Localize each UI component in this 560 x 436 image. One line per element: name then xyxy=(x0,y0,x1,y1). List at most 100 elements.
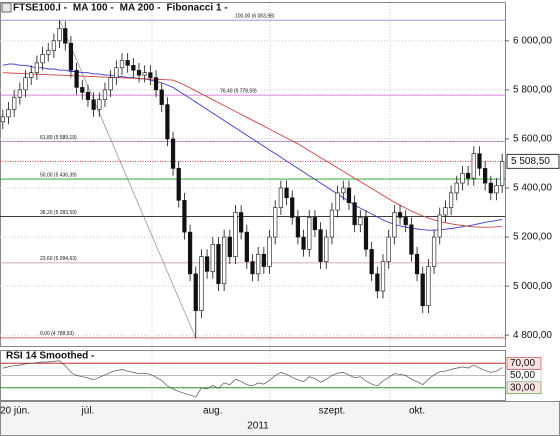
candle-body xyxy=(295,217,301,238)
symbol-icon xyxy=(1,2,12,13)
y-tick-label: 5 400,00 xyxy=(513,183,552,194)
candle-body xyxy=(125,60,130,66)
candle-body xyxy=(57,28,62,42)
legend-entry: MA 200 - xyxy=(120,3,161,14)
candle-body xyxy=(63,28,68,44)
chart-title: FTSE100.I - xyxy=(13,3,67,14)
candle-body xyxy=(466,172,471,179)
candle-body xyxy=(392,212,397,238)
candle-body xyxy=(233,212,238,257)
candle-body xyxy=(244,231,249,262)
y-tick-label: 5 200,00 xyxy=(513,232,552,243)
candle-body xyxy=(199,256,204,311)
moving-average-line xyxy=(2,63,503,231)
rsi-title: RSI 14 Smoothed - xyxy=(6,351,94,362)
candle-body xyxy=(414,253,420,275)
candle-body xyxy=(329,209,335,238)
candle-body xyxy=(341,187,346,194)
candle-body xyxy=(301,236,306,250)
candle-body xyxy=(431,236,437,267)
candle-body xyxy=(227,236,232,257)
y-tick-label: 4 800,00 xyxy=(513,330,552,341)
fibonacci-label: 61,80 (5 589,19) xyxy=(40,135,77,141)
candle-body xyxy=(6,109,11,118)
candle-body xyxy=(182,199,187,233)
x-tick-label: okt. xyxy=(409,406,425,417)
candle-body xyxy=(12,96,17,110)
candle-body xyxy=(324,236,329,262)
fibonacci-label: 76,40 (5 778,59) xyxy=(220,88,257,94)
candle-body xyxy=(307,217,312,250)
candle-body xyxy=(386,236,391,262)
candle-body xyxy=(250,261,255,275)
candle-body xyxy=(159,89,164,105)
candle-body xyxy=(369,249,374,275)
candle-body xyxy=(68,42,74,71)
candle-body xyxy=(278,187,283,208)
y-tick-label: 30,00 xyxy=(510,382,535,393)
y-tick-label: 6 000,00 xyxy=(513,35,552,46)
candle-body xyxy=(114,67,119,78)
candle-body xyxy=(494,185,499,194)
candle-body xyxy=(204,256,210,272)
x-tick-label: 20 jún. xyxy=(0,406,30,417)
candle-body xyxy=(222,236,227,284)
candle-body xyxy=(256,253,261,275)
candle-body xyxy=(0,116,5,123)
y-tick-label: 5 800,00 xyxy=(513,85,552,96)
candle-body xyxy=(318,229,323,262)
candle-body xyxy=(216,244,221,284)
x-axis-band xyxy=(0,401,560,436)
candle-body xyxy=(193,273,198,311)
candle-body xyxy=(136,69,142,76)
y-tick-label: 50,00 xyxy=(510,370,535,381)
candle-body xyxy=(40,53,45,64)
candle-body xyxy=(437,214,442,238)
candle-body xyxy=(363,217,369,250)
y-tick-label: 5 000,00 xyxy=(513,281,552,292)
candle-body xyxy=(273,207,278,238)
candle-body xyxy=(375,273,380,292)
last-price-label: 5 508,50 xyxy=(511,156,550,167)
candle-body xyxy=(176,168,181,201)
candle-body xyxy=(420,273,425,307)
x-tick-label: aug. xyxy=(203,406,222,417)
candle-body xyxy=(477,153,482,169)
candle-body xyxy=(335,192,340,211)
fibonacci-label: 100,00 (6 083,98) xyxy=(235,14,275,20)
candle-body xyxy=(443,207,448,216)
candle-body xyxy=(29,72,34,78)
candle-body xyxy=(454,182,459,194)
candle-body xyxy=(46,50,51,55)
candle-body xyxy=(131,65,136,71)
candle-body xyxy=(80,87,85,93)
candle-body xyxy=(380,261,386,292)
x-tick-label: szept. xyxy=(319,406,346,417)
candle-body xyxy=(352,202,357,226)
candle-body xyxy=(460,172,465,184)
candle-body xyxy=(471,153,476,179)
y-tick-label: 70,00 xyxy=(510,358,535,369)
candle-body xyxy=(142,72,147,76)
candle-body xyxy=(102,89,108,100)
candle-body xyxy=(97,99,102,110)
candle-body xyxy=(51,40,57,51)
candle-body xyxy=(403,217,408,226)
candle-body xyxy=(91,99,96,110)
legend-entry: Fibonacci 1 - xyxy=(166,3,227,14)
y-tick-label: 5 600,00 xyxy=(513,134,552,145)
fibonacci-label: 50,00 (5 436,39) xyxy=(40,172,77,178)
candle-body xyxy=(488,182,493,194)
candle-body xyxy=(261,253,266,267)
candle-body xyxy=(187,231,193,275)
candle-body xyxy=(409,224,414,255)
candle-body xyxy=(85,92,91,100)
candle-body xyxy=(153,77,159,91)
rsi-line xyxy=(2,360,503,398)
candle-body xyxy=(290,197,295,218)
candle-body xyxy=(267,236,272,267)
x-tick-label: júl. xyxy=(81,406,95,417)
